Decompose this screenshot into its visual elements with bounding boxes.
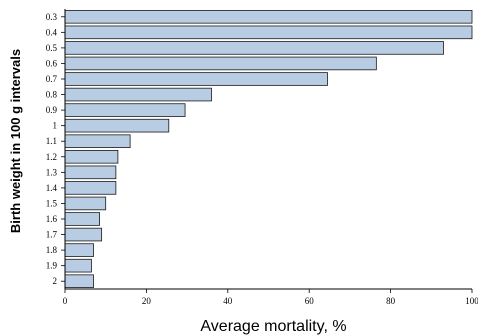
y-tick-label: 0.3: [46, 12, 58, 22]
y-tick-label: 0.6: [46, 58, 58, 68]
y-tick-label: 0.8: [46, 90, 58, 100]
bar-1.6: [64, 212, 100, 226]
y-tick-label: 2: [53, 276, 58, 286]
y-tick-label: 1.9: [46, 261, 58, 271]
bar-1.3: [64, 165, 117, 180]
x-axis-title: Average mortality, %: [200, 318, 346, 335]
bar-1.8: [64, 243, 94, 257]
y-tick-label: 1: [53, 121, 58, 131]
y-tick-label: 0.7: [46, 74, 58, 84]
y-tick-label: 1.8: [46, 245, 58, 255]
y-tick-label: 0.4: [46, 27, 58, 37]
bar-1: [64, 118, 170, 133]
y-tick-label: 1.4: [46, 183, 58, 193]
bar-0.3: [64, 9, 473, 24]
bar-1.1: [64, 134, 131, 149]
x-tick-label: 100: [465, 296, 478, 306]
bar-2: [64, 274, 94, 289]
x-tick-label: 60: [305, 296, 315, 306]
y-tick-label: 1.6: [46, 214, 58, 224]
y-tick-label: 0.5: [46, 43, 58, 53]
bar-1.7: [64, 227, 103, 242]
bar-0.6: [64, 56, 377, 71]
y-tick-label: 1.7: [46, 230, 58, 240]
y-tick-label: 1.1: [46, 136, 57, 146]
x-tick-label: 40: [223, 296, 233, 306]
bar-1.2: [64, 149, 119, 164]
bar-1.9: [64, 258, 92, 273]
bar-0.4: [64, 25, 473, 40]
y-tick-label: 1.5: [46, 198, 58, 208]
bar-1.5: [64, 196, 107, 211]
x-tick-label: 0: [63, 296, 68, 306]
bar-0.5: [64, 41, 444, 55]
x-tick-label: 20: [142, 296, 152, 306]
y-axis-title: Birth weight in 100 g intervals: [8, 49, 23, 233]
bar-1.4: [64, 181, 117, 195]
y-axis-ticks: 0.3 0.4 0.5 0.6 0.7 0.8 0.9 1 1.1 1.2 1.3 1.4 1.5 1.6…: [46, 12, 65, 286]
bar-0.8: [64, 87, 212, 102]
x-tick-label: 80: [386, 296, 396, 306]
bar-0.9: [64, 103, 186, 117]
y-tick-label: 1.2: [46, 152, 57, 162]
x-axis-ticks: 0 20 40 60 80 100: [63, 289, 478, 306]
bars-group: [64, 9, 473, 289]
y-tick-label: 0.9: [46, 105, 58, 115]
bar-0.7: [64, 72, 328, 86]
y-tick-label: 1.3: [46, 167, 58, 177]
